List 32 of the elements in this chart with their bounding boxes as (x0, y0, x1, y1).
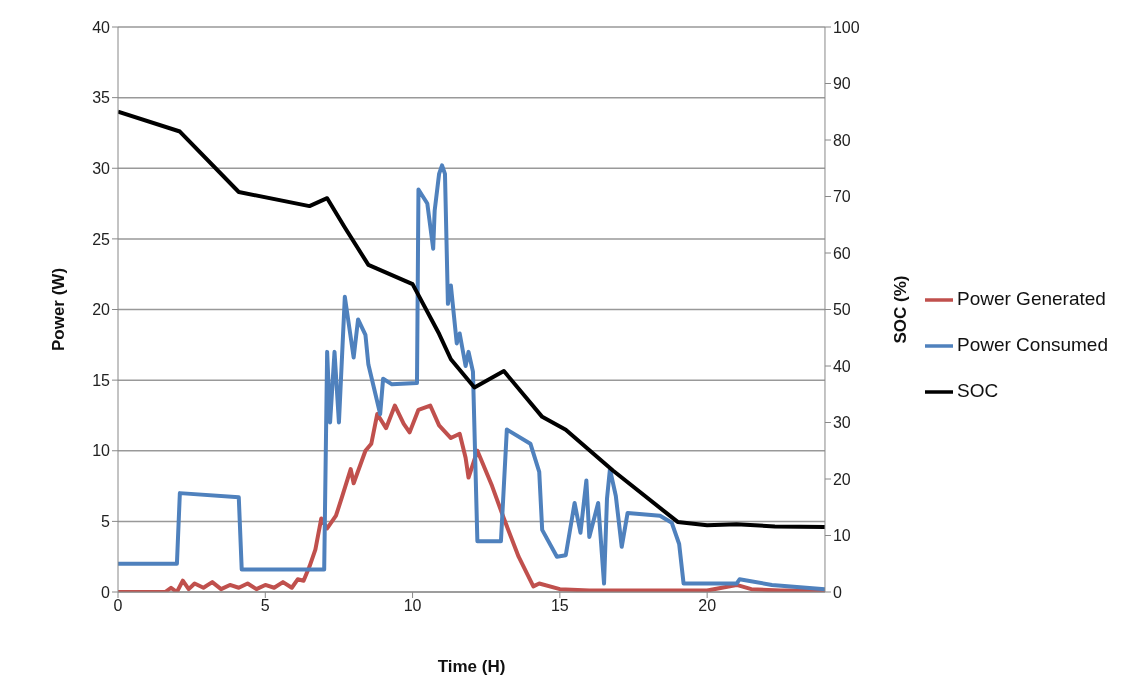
y2-tick-label: 60 (832, 244, 851, 262)
y2-tick-label: 10 (832, 527, 851, 545)
x-tick-label: 0 (113, 597, 123, 615)
y2-tick-label: 20 (832, 470, 851, 488)
x-tick-label: 20 (698, 597, 717, 615)
y2-tick-label: 100 (832, 18, 860, 36)
x-tick-label: 15 (550, 597, 569, 615)
y2-tick-label: 80 (832, 131, 851, 149)
line-series (118, 109, 825, 530)
x-tick-label: 5 (260, 597, 270, 615)
y-tick-label: 25 (92, 230, 111, 248)
y2-tick-label: 90 (832, 75, 851, 93)
y-tick-label: 0 (101, 583, 111, 601)
x-axis-title: Time (H) (437, 657, 506, 676)
y-tick-label: 5 (101, 513, 111, 531)
y2-axis-title: SOC (%) (891, 275, 910, 344)
y2-tick-label: 50 (832, 301, 851, 319)
y2-tick-label: 0 (832, 583, 842, 601)
y-tick-label: 30 (92, 159, 111, 177)
legend-label: Power Generated (956, 288, 1106, 309)
y2-tick-label: 30 (832, 414, 851, 432)
y-tick-label: 20 (92, 301, 111, 319)
y-tick-label: 35 (92, 89, 111, 107)
y2-tick-label: 70 (832, 188, 851, 206)
x-tick-label: 10 (403, 597, 422, 615)
y-tick-label: 10 (92, 442, 111, 460)
legend-label: SOC (956, 380, 999, 401)
legend-label: Power Consumed (956, 334, 1108, 355)
y-axis-title: Power (W) (49, 267, 69, 352)
y-tick-label: 40 (92, 18, 111, 36)
y-tick-label: 15 (92, 371, 111, 389)
y2-tick-label: 40 (832, 357, 851, 375)
